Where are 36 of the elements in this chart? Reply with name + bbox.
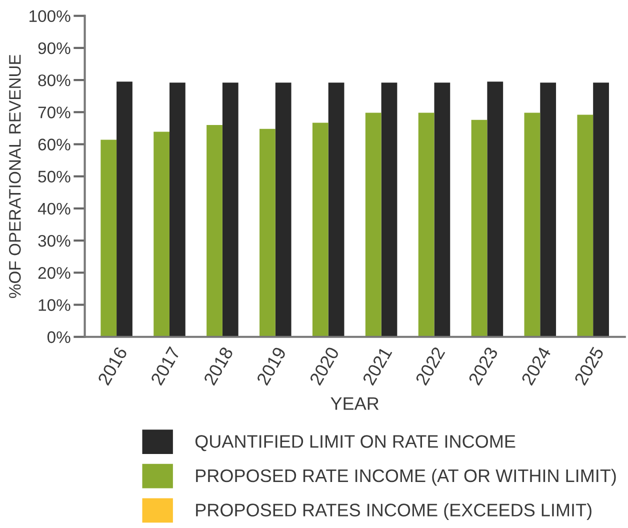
bar	[222, 82, 238, 337]
bar	[312, 122, 328, 337]
bar	[471, 120, 488, 337]
bar	[116, 82, 132, 337]
bar	[275, 82, 292, 337]
legend-label: QUANTIFIED LIMIT ON RATE INCOME	[195, 435, 516, 452]
y-tick-label: 70%	[38, 106, 70, 118]
y-axis-title: %OF OPERATIONAL REVENUE	[9, 54, 21, 298]
legend-label: PROPOSED RATES INCOME (EXCEEDS LIMIT)	[196, 503, 592, 520]
y-tick-label: 20%	[38, 267, 70, 279]
bar	[593, 82, 609, 337]
bar	[418, 112, 434, 337]
bar	[260, 128, 276, 337]
bar	[524, 112, 540, 337]
y-tick-label: 90%	[38, 42, 70, 54]
y-tick-label: 100%	[30, 10, 70, 22]
y-tick-label: 0%	[47, 331, 70, 344]
bar	[170, 82, 186, 337]
bar	[154, 132, 170, 337]
bar	[206, 124, 222, 337]
bar	[434, 82, 450, 337]
bar	[487, 82, 504, 337]
y-tick-label: 80%	[38, 74, 70, 86]
bar	[577, 114, 594, 337]
x-axis-title: YEAR	[330, 397, 379, 410]
y-tick-label: 50%	[38, 170, 70, 183]
y-tick-label: 30%	[38, 234, 70, 247]
y-tick-label: 40%	[38, 202, 70, 215]
legend-label: PROPOSED RATE INCOME (AT OR WITHIN LIMIT)	[196, 468, 616, 486]
y-tick-label: 60%	[38, 138, 70, 150]
y-tick-label: 10%	[38, 299, 70, 311]
bar	[100, 140, 117, 337]
bar	[365, 112, 382, 337]
bar	[381, 82, 398, 337]
bar	[328, 82, 344, 337]
bar	[540, 82, 556, 337]
